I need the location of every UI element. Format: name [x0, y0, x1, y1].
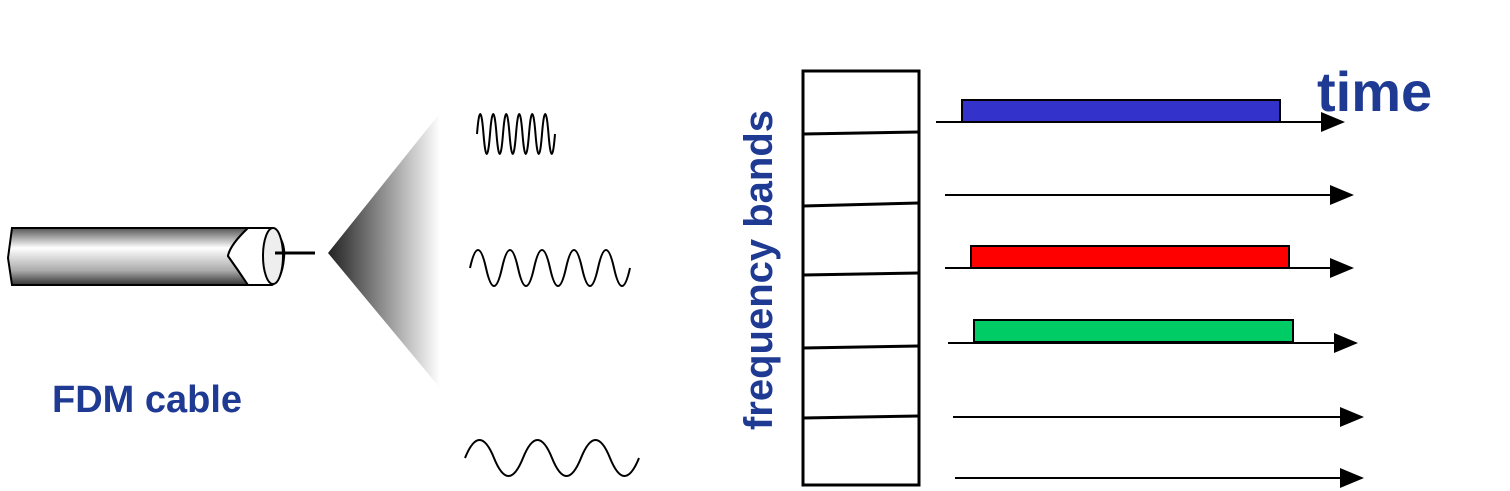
time-label: time — [1317, 60, 1432, 123]
spectrum-cone — [328, 113, 440, 388]
wave — [476, 113, 556, 155]
cable — [6, 227, 315, 286]
blue-bar — [961, 99, 1281, 123]
cable-label: FDM cable — [52, 379, 242, 421]
time-arrows — [936, 112, 1364, 488]
red-bar — [970, 245, 1290, 269]
wave — [464, 439, 640, 477]
bands-label: frequency bands — [737, 110, 781, 430]
waves — [464, 113, 640, 477]
band-box — [801, 69, 921, 487]
wave — [469, 249, 631, 287]
green-bar — [973, 319, 1294, 343]
